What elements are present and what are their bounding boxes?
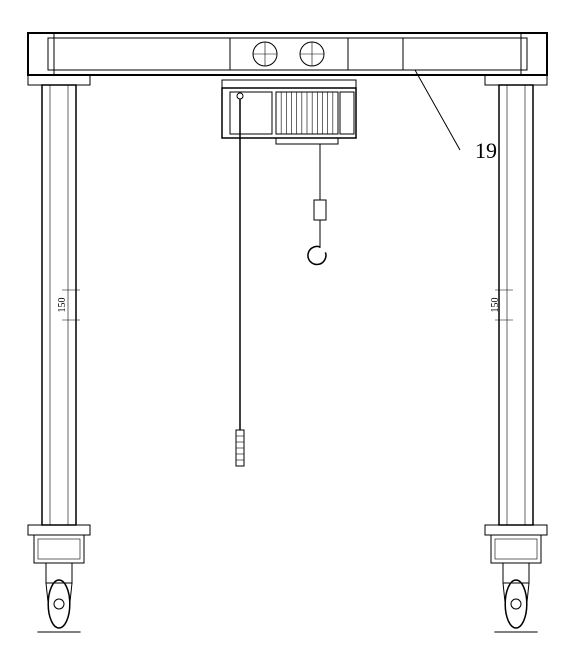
- pendant-grip: [236, 430, 244, 466]
- beam-outer: [28, 33, 547, 75]
- left-caster: [34, 535, 84, 632]
- gantry-crane-diagram: 150 150 19: [0, 0, 579, 660]
- left-base-flange: [28, 525, 90, 535]
- hook-icon: [308, 246, 326, 264]
- annotation-number: 19: [475, 138, 497, 163]
- right-base-flange: [485, 525, 547, 535]
- beam-right-end-panel: [521, 33, 547, 75]
- right-column: [499, 85, 533, 525]
- trolley-wheel-2: [300, 42, 324, 66]
- hoist-inner-r: [340, 92, 354, 134]
- hoist-plate: [222, 80, 356, 88]
- hoist-inner-l: [230, 92, 272, 134]
- svg-text:150: 150: [57, 298, 68, 313]
- hoist-drum-stripes: [281, 92, 333, 134]
- trolley-body: [230, 38, 348, 70]
- dim-right: 150: [490, 290, 513, 320]
- pendant-handle: [237, 93, 243, 99]
- beam-inner: [48, 38, 527, 70]
- right-caster: [491, 535, 541, 632]
- hoist-underbar: [276, 138, 338, 144]
- left-top-flange: [28, 75, 90, 85]
- beam-left-end-panel: [28, 33, 54, 75]
- trolley-wheel-1: [253, 42, 277, 66]
- right-top-flange: [485, 75, 547, 85]
- annotation-leader: [415, 70, 460, 150]
- hook-block: [314, 200, 326, 220]
- hoist-body: [222, 88, 356, 138]
- svg-text:150: 150: [490, 298, 501, 313]
